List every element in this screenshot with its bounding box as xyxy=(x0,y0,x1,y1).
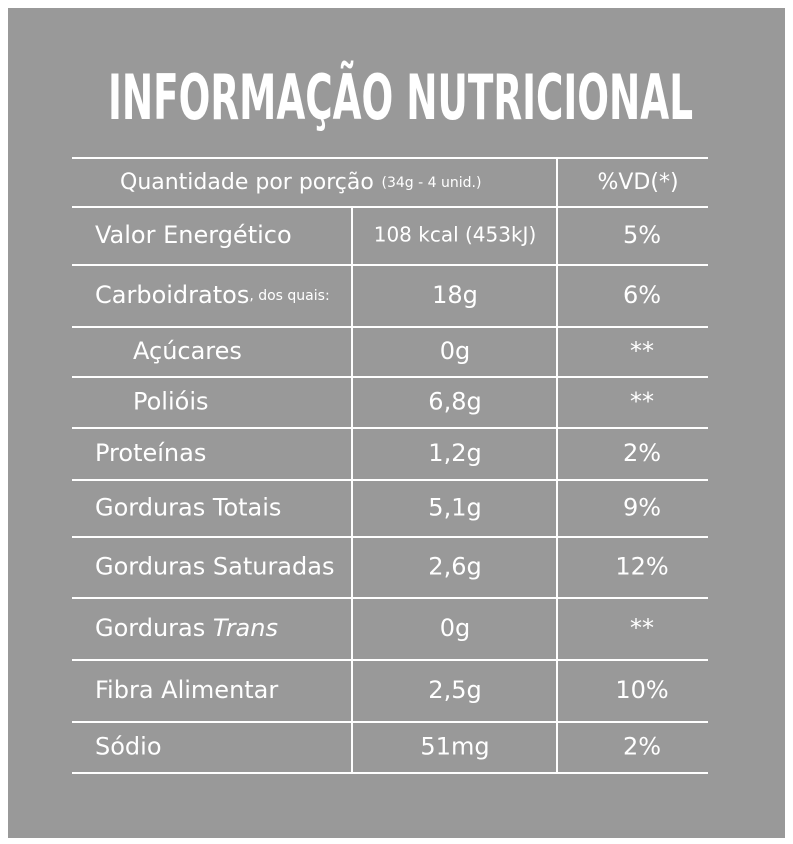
grid xyxy=(72,157,708,773)
head-portion: (34g - 4 unid.) xyxy=(382,175,482,191)
label: Sódio xyxy=(95,733,162,761)
label: Gorduras Saturadas xyxy=(95,553,334,581)
label: Açúcares xyxy=(133,337,242,365)
amount: 0g xyxy=(440,614,471,642)
row-label: Polióis xyxy=(133,388,209,416)
label-note: , dos quais: xyxy=(249,288,329,304)
row-label: Fibra Alimentar xyxy=(95,676,278,704)
label: Gorduras xyxy=(95,614,205,642)
daily-value: 5% xyxy=(623,221,661,249)
amount: 6,8g xyxy=(428,388,481,416)
row-label: Gorduras Saturadas xyxy=(95,553,334,581)
label: Carboidratos xyxy=(95,281,249,309)
row-label: Gorduras Totais xyxy=(95,494,281,522)
label: Fibra Alimentar xyxy=(95,676,278,704)
amount: 1,2g xyxy=(428,439,481,467)
row-label: Sódio xyxy=(95,733,162,761)
daily-value: ** xyxy=(630,337,654,365)
daily-value: 2% xyxy=(623,733,661,761)
label-italic: Trans xyxy=(213,614,278,642)
row-label: Gorduras Trans xyxy=(95,614,278,642)
daily-value: ** xyxy=(630,614,654,642)
amount: 18g xyxy=(432,281,478,309)
label: Valor Energético xyxy=(95,221,292,249)
daily-value: 6% xyxy=(623,281,661,309)
rows: Valor Energético 108 kcal (453kJ) 5% Carboi… xyxy=(72,206,708,774)
head-vd: %VD(*) xyxy=(597,170,678,195)
head-label-main: Quantidade por porção xyxy=(120,170,374,195)
amount: 51mg xyxy=(420,733,489,761)
row-label: Carboidratos, dos quais: xyxy=(95,281,330,309)
daily-value: 12% xyxy=(615,553,668,581)
label: Polióis xyxy=(133,388,209,416)
title: INFORMAÇÃO NUTRICIONAL xyxy=(108,61,693,134)
amount: 0g xyxy=(440,337,471,365)
daily-value: ** xyxy=(630,388,654,416)
amount: 2,6g xyxy=(428,553,481,581)
label: Proteínas xyxy=(95,439,206,467)
panel xyxy=(8,8,785,838)
amount: 2,5g xyxy=(428,676,481,704)
daily-value: 9% xyxy=(623,494,661,522)
label: Gorduras Totais xyxy=(95,494,281,522)
amount: 108 kcal (453kJ) xyxy=(374,223,537,247)
row-label: Açúcares xyxy=(133,337,242,365)
row-label: Valor Energético xyxy=(95,221,292,249)
amount: 5,1g xyxy=(428,494,481,522)
daily-value: 2% xyxy=(623,439,661,467)
head-label: Quantidade por porção (34g - 4 unid.) xyxy=(120,168,481,196)
daily-value: 10% xyxy=(615,676,668,704)
row-label: Proteínas xyxy=(95,439,206,467)
